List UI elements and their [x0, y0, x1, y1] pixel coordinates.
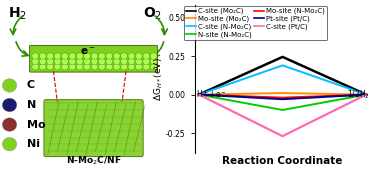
- Line: Mo-site (N-Mo₂C): Mo-site (N-Mo₂C): [199, 95, 366, 98]
- Circle shape: [62, 64, 68, 70]
- Circle shape: [32, 64, 39, 70]
- Circle shape: [2, 79, 17, 92]
- Circle shape: [121, 53, 127, 59]
- Circle shape: [135, 64, 142, 70]
- C-site (Mo₂C): [197, 93, 201, 96]
- Text: N-Mo$_2$C/NF: N-Mo$_2$C/NF: [66, 155, 121, 167]
- C-site (Pt/C): [364, 93, 369, 96]
- Text: Mo: Mo: [27, 120, 45, 130]
- Circle shape: [39, 64, 46, 70]
- Y-axis label: ΔG$_{H*}$(eV): ΔG$_{H*}$(eV): [152, 57, 165, 101]
- Text: e$^-$: e$^-$: [80, 46, 96, 57]
- Mo-site (N-Mo₂C): [364, 93, 369, 96]
- Circle shape: [46, 64, 54, 70]
- Circle shape: [143, 53, 150, 59]
- Text: O$_2$: O$_2$: [143, 5, 162, 22]
- Circle shape: [113, 53, 120, 59]
- Circle shape: [91, 58, 98, 65]
- Circle shape: [39, 58, 46, 65]
- FancyBboxPatch shape: [44, 100, 143, 157]
- Circle shape: [121, 58, 127, 65]
- Circle shape: [2, 137, 17, 151]
- Circle shape: [143, 58, 150, 65]
- Circle shape: [76, 64, 83, 70]
- Circle shape: [84, 53, 90, 59]
- Pt-site (Pt/C): [197, 93, 201, 96]
- Circle shape: [76, 53, 83, 59]
- Circle shape: [2, 98, 17, 112]
- N-site (N-Mo₂C): [197, 93, 201, 96]
- Circle shape: [32, 58, 39, 65]
- Text: N: N: [27, 100, 36, 110]
- Text: Ni: Ni: [27, 139, 40, 149]
- Circle shape: [98, 58, 105, 65]
- N-site (N-Mo₂C): [280, 109, 285, 111]
- Circle shape: [150, 53, 157, 59]
- X-axis label: Reaction Coordinate: Reaction Coordinate: [222, 156, 343, 166]
- Circle shape: [46, 53, 54, 59]
- Mo-site (Mo₂C): [197, 93, 201, 96]
- Circle shape: [39, 53, 46, 59]
- Circle shape: [32, 53, 39, 59]
- Circle shape: [128, 58, 135, 65]
- C-site (N-Mo₂C): [197, 93, 201, 96]
- C-site (Pt/C): [280, 135, 285, 137]
- Line: C-site (Pt/C): C-site (Pt/C): [199, 95, 366, 136]
- Circle shape: [113, 64, 120, 70]
- Legend: C-site (Mo₂C), Mo-site (Mo₂C), C-site (N-Mo₂C), N-site (N-Mo₂C), Mo-site (N-Mo₂C: C-site (Mo₂C), Mo-site (Mo₂C), C-site (N…: [184, 6, 327, 40]
- Text: H$^+$+e$^-$: H$^+$+e$^-$: [195, 89, 226, 100]
- FancyBboxPatch shape: [29, 45, 158, 72]
- Line: C-site (Mo₂C): C-site (Mo₂C): [199, 57, 366, 95]
- Line: Mo-site (Mo₂C): Mo-site (Mo₂C): [199, 93, 366, 95]
- Pt-site (Pt/C): [280, 98, 285, 100]
- Circle shape: [135, 53, 142, 59]
- Circle shape: [69, 53, 76, 59]
- Circle shape: [106, 64, 113, 70]
- Circle shape: [98, 64, 105, 70]
- Circle shape: [2, 118, 17, 131]
- Circle shape: [54, 53, 61, 59]
- Circle shape: [69, 64, 76, 70]
- Line: C-site (N-Mo₂C): C-site (N-Mo₂C): [199, 65, 366, 95]
- Mo-site (N-Mo₂C): [280, 97, 285, 99]
- Circle shape: [98, 53, 105, 59]
- Mo-site (Mo₂C): [364, 93, 369, 96]
- Circle shape: [84, 58, 90, 65]
- Text: 1/2H$_2$: 1/2H$_2$: [347, 88, 370, 101]
- Pt-site (Pt/C): [364, 93, 369, 96]
- Mo-site (Mo₂C): [280, 92, 285, 94]
- C-site (Mo₂C): [364, 93, 369, 96]
- Circle shape: [54, 64, 61, 70]
- Line: N-site (N-Mo₂C): N-site (N-Mo₂C): [199, 95, 366, 110]
- Circle shape: [143, 64, 150, 70]
- Circle shape: [121, 64, 127, 70]
- Circle shape: [150, 64, 157, 70]
- Circle shape: [91, 53, 98, 59]
- Circle shape: [91, 64, 98, 70]
- C-site (Mo₂C): [280, 56, 285, 58]
- Circle shape: [113, 58, 120, 65]
- N-site (N-Mo₂C): [364, 93, 369, 96]
- Circle shape: [69, 58, 76, 65]
- C-site (N-Mo₂C): [364, 93, 369, 96]
- Circle shape: [76, 58, 83, 65]
- Circle shape: [54, 58, 61, 65]
- C-site (Pt/C): [197, 93, 201, 96]
- Circle shape: [128, 53, 135, 59]
- Text: C: C: [27, 80, 35, 90]
- Circle shape: [150, 58, 157, 65]
- Circle shape: [106, 58, 113, 65]
- Circle shape: [135, 58, 142, 65]
- Circle shape: [128, 64, 135, 70]
- Circle shape: [46, 58, 54, 65]
- C-site (N-Mo₂C): [280, 64, 285, 66]
- Circle shape: [84, 64, 90, 70]
- Circle shape: [62, 58, 68, 65]
- Line: Pt-site (Pt/C): Pt-site (Pt/C): [199, 95, 366, 99]
- Circle shape: [62, 53, 68, 59]
- Circle shape: [106, 53, 113, 59]
- Mo-site (N-Mo₂C): [197, 93, 201, 96]
- Text: H$_2$: H$_2$: [8, 5, 26, 22]
